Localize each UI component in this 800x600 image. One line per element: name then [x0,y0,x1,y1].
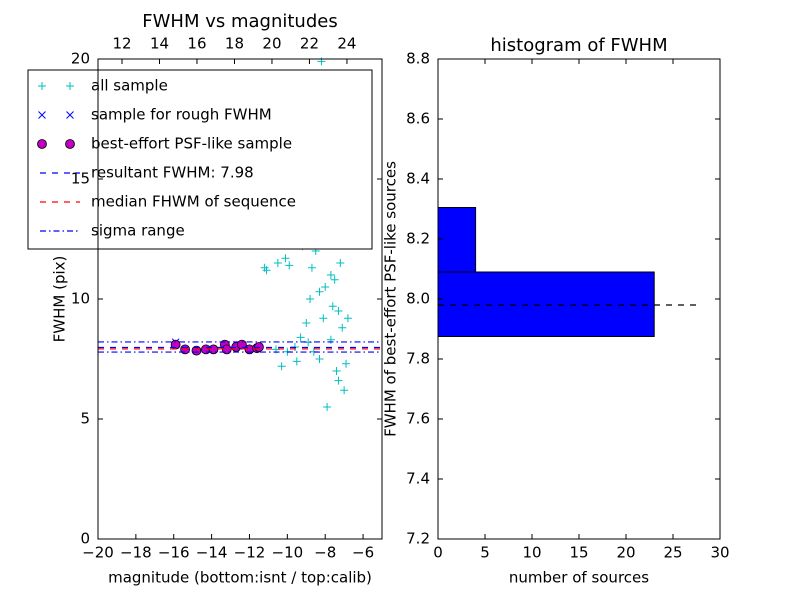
x-tick-label: −14 [196,544,228,562]
data-point [340,386,349,395]
y-axis-label: FWHM of best-effort PSF-like sources [382,161,400,437]
x2-tick-label: 14 [150,35,169,53]
x2-tick-label: 20 [262,35,281,53]
data-point [273,259,282,267]
x2-tick-label: 22 [300,35,319,53]
x-tick-label: −6 [352,544,374,562]
legend-label: median FHWM of sequence [91,193,296,211]
data-point [338,323,347,332]
data-point [307,263,316,272]
legend-swatch [37,139,47,149]
chart-title: histogram of FWHM [490,35,667,56]
data-point [302,319,311,327]
x-axis-label: number of sources [509,569,649,587]
x-tick-label: −8 [314,544,336,562]
x2-tick-label: 16 [187,35,206,53]
chart-title: FWHM vs magnitudes [142,11,337,32]
x-tick-label: 0 [433,544,443,562]
x-tick-label: −10 [272,544,304,562]
x2-tick-label: 18 [225,35,244,53]
x-tick-label: −20 [82,544,114,562]
data-point [296,333,305,342]
data-point [262,266,271,275]
y-tick-label: 0 [80,530,90,548]
data-point [336,259,345,267]
y-tick-label: 5 [80,410,90,428]
data-point [236,339,247,350]
y-tick-label: 7.6 [406,410,430,428]
data-point [342,359,351,368]
y-tick-label: 7.4 [406,470,430,488]
x-tick-label: 10 [522,544,541,562]
data-point [326,271,335,279]
y-tick-label: 20 [71,50,90,68]
data-point [292,357,301,366]
y-tick-label: 8.2 [406,230,430,248]
legend-swatch [66,111,74,119]
legend-label: all sample [91,77,168,95]
legend-swatch [38,111,46,119]
data-point [321,283,330,291]
y-tick-label: 7.8 [406,350,430,368]
data-point [334,376,343,385]
x-tick-label: −16 [158,544,190,562]
data-point [343,314,352,323]
y-tick-label: 15 [71,170,90,188]
legend-label: sample for rough FWHM [91,106,272,124]
y-tick-label: 8.6 [406,110,430,128]
histogram-bar [437,271,655,337]
y-tick-label: 7.2 [406,530,430,548]
y-tick-label: 8.0 [406,290,430,308]
data-point [319,314,328,323]
x-tick-label: 15 [569,544,588,562]
x-tick-label: 30 [710,544,729,562]
data-point [306,295,315,303]
y-tick-label: 8.4 [406,170,430,188]
y-tick-label: 8.8 [406,50,430,68]
x2-tick-label: 24 [337,35,356,53]
x-tick-label: 25 [663,544,682,562]
x-tick-label: −18 [120,544,152,562]
data-point [330,275,339,284]
data-point [281,254,290,263]
legend-label: best-effort PSF-like sample [91,135,292,153]
x-axis-label: magnitude (bottom:isnt / top:calib) [108,569,372,587]
y-tick-label: 10 [71,290,90,308]
legend-label: sigma range [91,222,185,240]
data-point [285,261,294,270]
y-axis-label: FWHM (pix) [51,256,69,343]
histogram-bar [437,207,477,273]
data-point [332,367,341,375]
legend-swatch [65,139,75,149]
data-point [323,403,332,411]
data-point [315,287,324,296]
data-point [315,355,324,363]
data-point [328,302,337,311]
x-tick-label: 20 [616,544,635,562]
legend-label: resultant FWHM: 7.98 [91,164,254,182]
x-tick-label: −12 [234,544,266,562]
legend-swatch [38,82,46,90]
legend-box [27,69,373,250]
data-point [277,362,286,371]
data-point [334,307,343,315]
x2-tick-label: 12 [112,35,131,53]
data-point [326,335,335,344]
legend-swatch [66,82,74,90]
x-tick-label: 5 [480,544,490,562]
